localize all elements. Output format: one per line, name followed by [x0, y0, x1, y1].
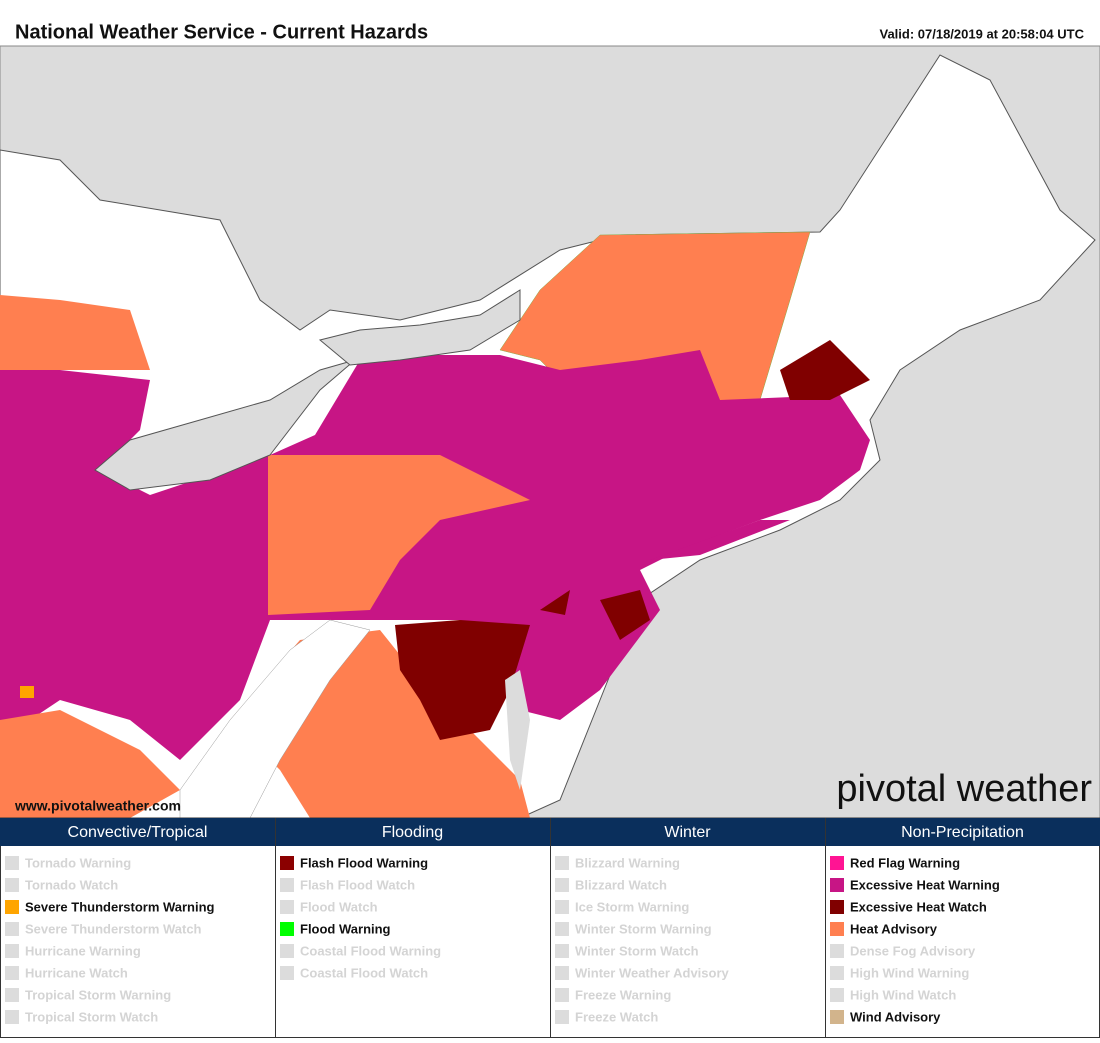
heat-advisory-ky [0, 710, 180, 818]
legend-swatch [555, 878, 569, 892]
legend-label: Wind Advisory [850, 1009, 941, 1024]
legend-label: Winter Weather Advisory [575, 965, 730, 980]
legend-swatch [555, 944, 569, 958]
watermark: www.pivotalweather.com [14, 798, 181, 814]
legend-swatch [830, 944, 844, 958]
map: www.pivotalweather.com pivotal weather [0, 45, 1100, 819]
legend-swatch [280, 966, 294, 980]
legend-swatch [830, 966, 844, 980]
legend-label: Tornado Watch [25, 877, 118, 892]
legend-label: Tropical Storm Warning [25, 987, 171, 1002]
legend-label: Flash Flood Warning [300, 855, 428, 870]
legend-label: Excessive Heat Watch [850, 899, 987, 914]
heat-warning-li [650, 520, 790, 560]
legend-swatch [5, 922, 19, 936]
heat-warning [0, 350, 870, 760]
legend-label: Blizzard Watch [575, 877, 667, 892]
title: National Weather Service - Current Hazar… [15, 21, 428, 43]
legend-header [825, 818, 1100, 846]
legend-header [550, 818, 825, 846]
legend-swatch [280, 900, 294, 914]
legend-column-title: Winter [664, 824, 711, 841]
heat-watch-nh [780, 340, 870, 400]
legend-swatch [5, 900, 19, 914]
legend-swatch [830, 856, 844, 870]
legend-swatch [555, 966, 569, 980]
legend-swatch [555, 1010, 569, 1024]
legend-swatch [5, 1010, 19, 1024]
legend-label: Hurricane Watch [25, 965, 128, 980]
legend-swatch [555, 988, 569, 1002]
heat-watch-pa [540, 590, 570, 615]
heat-advisory-oh [0, 295, 150, 370]
legend-label: Blizzard Warning [575, 855, 680, 870]
legend-label: Winter Storm Watch [575, 943, 699, 958]
legend-column-title: Convective/Tropical [68, 824, 208, 841]
logo: pivotal weather [836, 768, 1092, 810]
legend-label: Red Flag Warning [850, 855, 960, 870]
legend-swatch [280, 944, 294, 958]
legend-swatch [280, 878, 294, 892]
legend-label: High Wind Watch [850, 987, 956, 1002]
valid-time: Valid: 07/18/2019 at 20:58:04 UTC [879, 26, 1084, 41]
legend-swatch [280, 922, 294, 936]
legend-label: Coastal Flood Watch [300, 965, 428, 980]
legend-label: Heat Advisory [850, 921, 938, 936]
legend-swatch [280, 856, 294, 870]
legend-swatch [5, 988, 19, 1002]
legend-swatch [555, 900, 569, 914]
legend-label: Ice Storm Warning [575, 899, 689, 914]
legend-label: Freeze Warning [575, 987, 671, 1002]
chesapeake-bay [505, 670, 530, 790]
legend-label: Tornado Warning [25, 855, 131, 870]
lake-ontario [318, 289, 521, 366]
legend-label: Flash Flood Watch [300, 877, 415, 892]
legend-swatch [830, 922, 844, 936]
legend-swatch [5, 944, 19, 958]
legend-header [0, 818, 275, 846]
legend-label: Severe Thunderstorm Watch [25, 921, 202, 936]
heat-watch-nj [600, 590, 650, 640]
legend-swatch [555, 922, 569, 936]
legend-swatch [5, 878, 19, 892]
legend-header [275, 818, 550, 846]
legend-swatch [830, 878, 844, 892]
legend-label: Hurricane Warning [25, 943, 141, 958]
legend-label: Tropical Storm Watch [25, 1009, 158, 1024]
legend-label: Excessive Heat Warning [850, 877, 1000, 892]
legend-label: Severe Thunderstorm Warning [25, 899, 215, 914]
legend-column-title: Flooding [382, 824, 443, 841]
legend-swatch [555, 856, 569, 870]
legend-swatch [830, 1010, 844, 1024]
legend-label: Flood Warning [300, 921, 391, 936]
legend-label: Coastal Flood Warning [300, 943, 441, 958]
legend-swatch [830, 988, 844, 1002]
severe-storm-area [20, 686, 34, 698]
legend-label: Flood Watch [300, 899, 378, 914]
heat-watch-md [395, 620, 530, 740]
legend-label: Freeze Watch [575, 1009, 658, 1024]
legend-column-title: Non-Precipitation [901, 824, 1024, 841]
legend-label: Winter Storm Warning [575, 921, 712, 936]
legend-swatch [5, 966, 19, 980]
legend-swatch [5, 856, 19, 870]
heat-advisory-pa [268, 455, 530, 615]
legend-label: Dense Fog Advisory [850, 943, 976, 958]
legend: Convective/Tropical Tornado Warning Tornad… [0, 817, 1100, 1038]
legend-label: High Wind Warning [850, 965, 969, 980]
legend-swatch [830, 900, 844, 914]
